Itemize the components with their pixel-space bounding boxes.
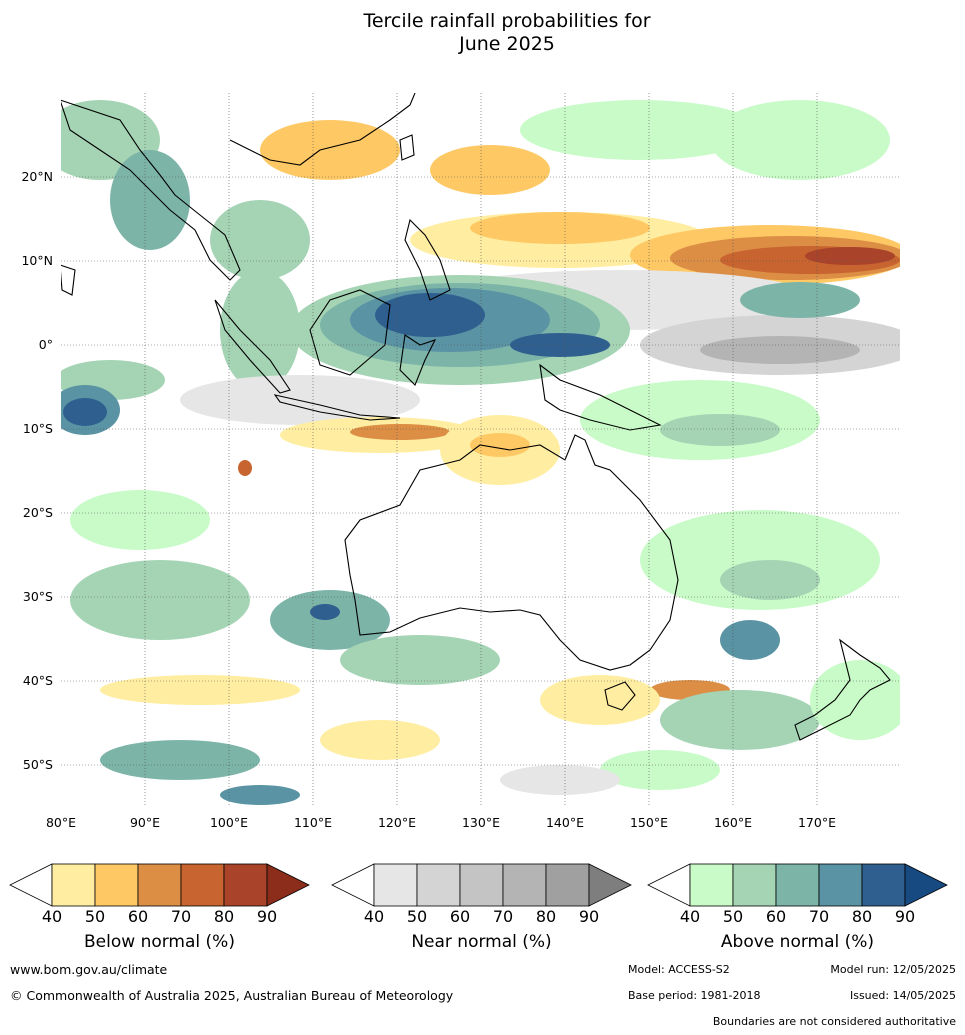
colorbar-segment — [775, 863, 820, 907]
model-text: Model: ACCESS-S2 — [628, 963, 730, 976]
tasmania-coast — [604, 681, 636, 711]
colorbar-segment — [732, 863, 777, 907]
lon-tick-label: 130°E — [462, 815, 500, 830]
lat-tick-label: 50°S — [23, 757, 53, 772]
colorbar-tick-label: 60 — [766, 907, 786, 926]
colorbar-right-arrow — [588, 863, 632, 907]
issued-text: Issued: 14/05/2025 — [849, 989, 956, 1002]
colorbar-tick-label: 50 — [85, 907, 105, 926]
below-normal-label: Below normal (%) — [84, 932, 235, 952]
colorbar-tick-label: 40 — [364, 907, 384, 926]
colorbar-right-arrow — [904, 863, 948, 907]
colorbar-tick-label: 90 — [257, 907, 277, 926]
colorbar-segment — [689, 863, 734, 907]
lat-tick-label: 10°N — [21, 253, 53, 268]
lon-tick-label: 170°E — [798, 815, 836, 830]
lat-tick-label: 20°N — [21, 169, 53, 184]
lon-tick-label: 140°E — [546, 815, 584, 830]
lon-tick-label: 90°E — [130, 815, 160, 830]
colorbar-tick-label: 90 — [579, 907, 599, 926]
sulawesi-coast — [399, 334, 437, 386]
colorbar-0: 40 50 60 70 80 90 — [9, 863, 310, 926]
colorbar-segment — [373, 863, 418, 907]
lat-tick-label: 20°S — [23, 505, 53, 520]
java-coast — [273, 394, 401, 421]
coastlines — [61, 93, 891, 741]
colorbar-segment — [818, 863, 863, 907]
taiwan-coast — [399, 134, 415, 161]
sri-lanka-coast — [61, 264, 76, 296]
title-line-2: June 2025 — [459, 33, 555, 55]
chart-title: Tercile rainfall probabilities for June … — [0, 10, 965, 56]
graticule — [61, 93, 900, 807]
colorbar-tick-label: 80 — [852, 907, 872, 926]
colorbar-segment — [94, 863, 139, 907]
colorbar-segment — [223, 863, 268, 907]
colorbar-left-arrow — [331, 863, 375, 907]
colorbar-segment — [545, 863, 590, 907]
sumatra-coast — [214, 299, 291, 394]
colorbar-segment — [51, 863, 96, 907]
lon-tick-label: 150°E — [630, 815, 668, 830]
new-zealand-coast — [794, 638, 891, 741]
colorbar-tick-label: 50 — [723, 907, 743, 926]
australia-coast — [344, 434, 679, 671]
website-text: www.bom.gov.au/climate — [10, 962, 168, 977]
philippines-coast — [404, 218, 451, 301]
colorbar-tick-label: 40 — [680, 907, 700, 926]
model-run-text: Model run: 12/05/2025 — [830, 963, 956, 976]
colorbar-segment — [861, 863, 906, 907]
lon-tick-label: 160°E — [714, 815, 752, 830]
colorbar-2: 40 50 60 70 80 90 — [647, 863, 948, 926]
lat-tick-label: 10°S — [23, 421, 53, 436]
above-normal-label: Above normal (%) — [720, 932, 875, 952]
colorbar-left-arrow — [647, 863, 691, 907]
colorbar-tick-label: 70 — [493, 907, 513, 926]
disclaimer-text: Boundaries are not considered authoritat… — [712, 1015, 956, 1028]
lat-tick-label: 30°S — [23, 589, 53, 604]
colorbars: 40 50 60 70 80 90 40 50 60 70 80 90 40 50 60 70 80 90 — [9, 863, 948, 926]
china-coast — [229, 93, 416, 166]
colorbar-tick-label: 80 — [536, 907, 556, 926]
new-guinea-coast — [539, 363, 662, 431]
lon-tick-label: 120°E — [378, 815, 416, 830]
colorbar-tick-label: 70 — [171, 907, 191, 926]
lon-tick-label: 100°E — [210, 815, 248, 830]
colorbar-tick-label: 90 — [895, 907, 915, 926]
title-line-1: Tercile rainfall probabilities for — [363, 10, 651, 32]
colorbar-segment — [502, 863, 547, 907]
colorbar-segment — [137, 863, 182, 907]
field-blobs — [61, 100, 900, 805]
lat-tick-label: 40°S — [23, 673, 53, 688]
near-normal-label: Near normal (%) — [411, 932, 552, 952]
colorbar-tick-label: 70 — [809, 907, 829, 926]
mainland-asia-coast — [61, 99, 241, 281]
colorbar-tick-label: 60 — [128, 907, 148, 926]
colorbar-tick-label: 40 — [42, 907, 62, 926]
colorbar-right-arrow — [266, 863, 310, 907]
colorbar-1: 40 50 60 70 80 90 — [331, 863, 632, 926]
colorbar-tick-label: 60 — [450, 907, 470, 926]
lon-tick-label: 110°E — [294, 815, 332, 830]
lat-tick-label: 0° — [39, 337, 53, 352]
colorbar-left-arrow — [9, 863, 53, 907]
colorbar-tick-label: 50 — [407, 907, 427, 926]
base-period-text: Base period: 1981-2018 — [628, 989, 761, 1002]
colorbar-segment — [459, 863, 504, 907]
colorbar-segment — [416, 863, 461, 907]
colorbar-tick-label: 80 — [214, 907, 234, 926]
lon-tick-label: 80°E — [46, 815, 76, 830]
colorbar-segment — [180, 863, 225, 907]
copyright-text: © Commonwealth of Australia 2025, Austra… — [10, 988, 454, 1003]
borneo-coast — [309, 289, 391, 376]
